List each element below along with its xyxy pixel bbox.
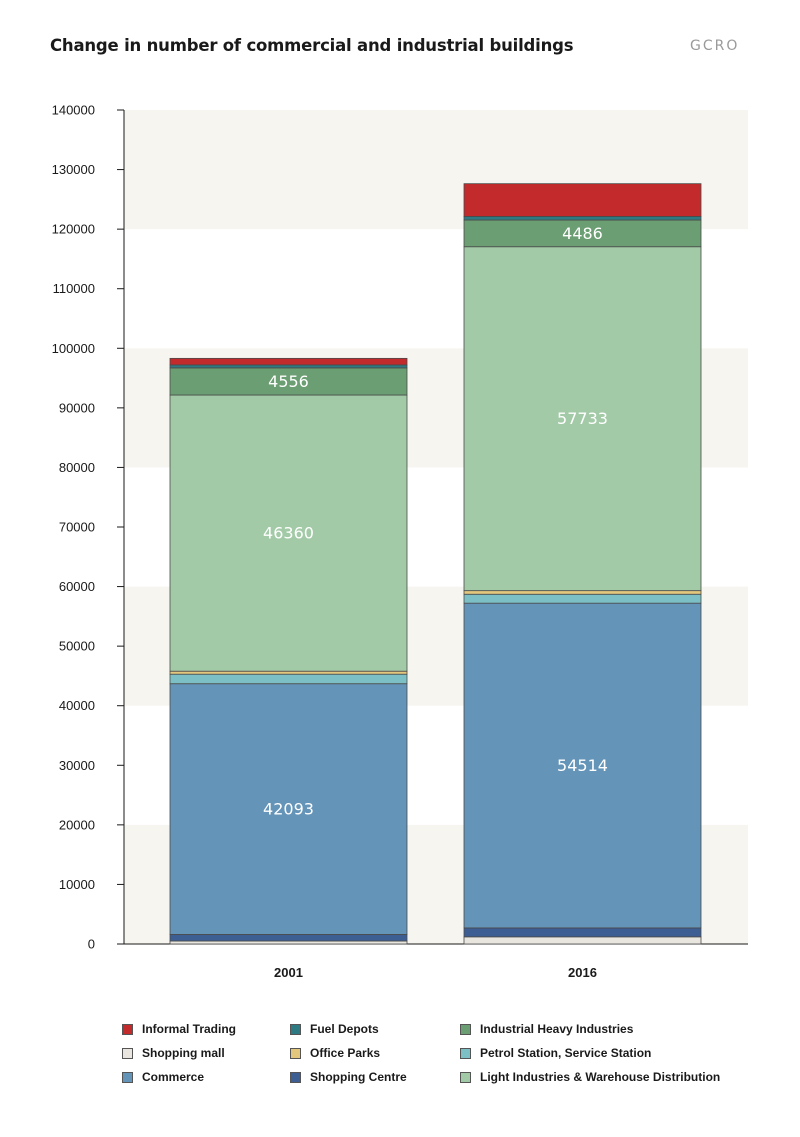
y-tick-label: 90000 <box>59 400 95 415</box>
legend-label: Petrol Station, Service Station <box>480 1046 652 1060</box>
x-axis-categories: 2001 2016 <box>274 965 597 980</box>
chart-title: Change in number of commercial and indus… <box>50 36 574 55</box>
bar-segment-office-parks-2016 <box>463 590 702 595</box>
legend-swatch <box>460 1071 471 1083</box>
data-label: 57733 <box>557 409 608 428</box>
bar-segment-petrol-station-service-station-2016 <box>463 593 702 604</box>
y-tick-label: 70000 <box>59 520 95 535</box>
y-tick-label: 140000 <box>52 103 95 118</box>
legend-label: Industrial Heavy Industries <box>480 1022 634 1036</box>
legend-label: Commerce <box>142 1070 205 1084</box>
legend-label: Shopping mall <box>142 1046 225 1060</box>
bar-segment-industrial-heavy-industries-2016 <box>463 219 702 248</box>
bar-segment-fuel-depots-2001 <box>169 364 408 369</box>
legend-swatch <box>290 1023 301 1035</box>
legend-item: Industrial Heavy Industries <box>460 1022 633 1036</box>
legend-swatch <box>290 1071 301 1083</box>
legend-item: Fuel Depots <box>290 1022 379 1036</box>
y-tick-label: 20000 <box>59 817 95 832</box>
legend-label: Shopping Centre <box>310 1070 407 1084</box>
data-label: 4486 <box>562 224 603 243</box>
bar-segment-fuel-depots-2016 <box>463 216 702 221</box>
legend-label: Office Parks <box>310 1046 381 1060</box>
legend-swatch <box>460 1023 471 1035</box>
legend-item: Office Parks <box>290 1046 380 1060</box>
data-label: 54514 <box>557 756 608 775</box>
bar-segment-informal-trading-2001 <box>169 357 408 366</box>
y-tick-label: 50000 <box>59 639 95 654</box>
data-labels: 42093 46360 4556 54514 57733 4486 <box>263 224 608 819</box>
y-tick-label: 130000 <box>52 162 95 177</box>
legend-swatch <box>122 1047 133 1059</box>
bar-segment-office-parks-2001 <box>169 670 408 675</box>
bar-segment-shopping-mall-2016 <box>463 936 702 945</box>
y-tick-label: 80000 <box>59 460 95 475</box>
gcro-logo: GCRO <box>690 38 740 54</box>
y-tick-label: 60000 <box>59 579 95 594</box>
y-tick-label: 100000 <box>52 341 95 356</box>
bar-segment-light-industries-warehouse-distribution-2001 <box>169 394 408 672</box>
legend-label: Informal Trading <box>142 1022 237 1036</box>
y-tick-label: 110000 <box>53 281 95 296</box>
data-label: 4556 <box>268 372 309 391</box>
bar-segment-shopping-centre-2016 <box>463 927 702 938</box>
data-label: 46360 <box>263 524 314 543</box>
legend-label: Fuel Depots <box>310 1022 379 1036</box>
bar-segment-commerce-2016 <box>463 602 702 929</box>
legend-item: Commerce <box>122 1070 204 1084</box>
stacked-bar-chart: 0 10000 20000 30000 40000 50000 60000 70000 8000… <box>52 103 748 980</box>
bar-segment-shopping-mall-2001 <box>169 940 408 945</box>
y-tick-label: 40000 <box>59 698 95 713</box>
legend-swatch <box>290 1047 301 1059</box>
bars <box>169 183 702 945</box>
legend-swatch <box>122 1023 133 1035</box>
bar-segment-shopping-centre-2001 <box>169 934 408 942</box>
legend-label: Light Industries & Warehouse Distributio… <box>480 1070 721 1084</box>
x-category-label: 2001 <box>274 965 303 980</box>
y-tick-label: 10000 <box>59 877 95 892</box>
y-tick-label: 30000 <box>59 758 95 773</box>
legend-item: Petrol Station, Service Station <box>460 1046 651 1060</box>
bar-segment-petrol-station-service-station-2001 <box>169 673 408 685</box>
legend-swatch <box>122 1071 133 1083</box>
y-tick-label: 0 <box>88 937 95 952</box>
bar-segment-informal-trading-2016 <box>463 183 702 217</box>
y-tick-label: 120000 <box>52 222 95 237</box>
legend-item: Light Industries & Warehouse Distributio… <box>460 1070 720 1084</box>
legend-item: Informal Trading <box>122 1022 236 1036</box>
bar-segment-light-industries-warehouse-distribution-2016 <box>463 246 702 592</box>
data-label: 42093 <box>263 800 314 819</box>
bar-segment-commerce-2001 <box>169 683 408 935</box>
legend-swatch <box>460 1047 471 1059</box>
legend-item: Shopping Centre <box>290 1070 407 1084</box>
x-category-label: 2016 <box>568 965 597 980</box>
legend-item: Shopping mall <box>122 1046 225 1060</box>
